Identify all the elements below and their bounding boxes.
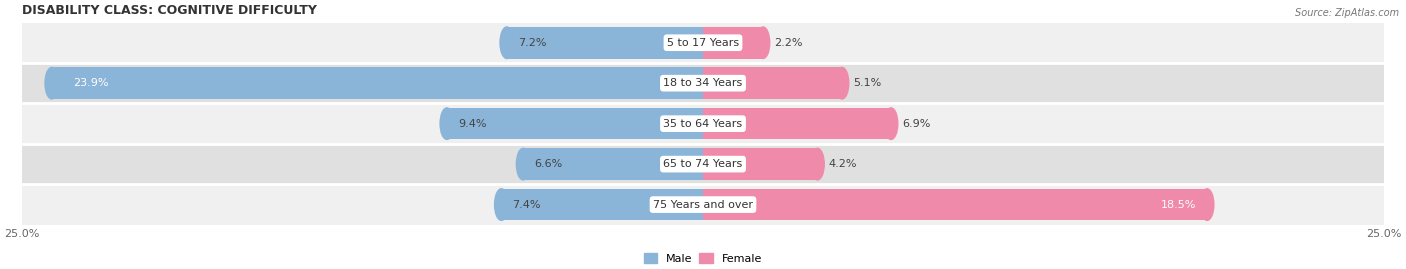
Text: 7.2%: 7.2% (517, 38, 546, 48)
Text: 5 to 17 Years: 5 to 17 Years (666, 38, 740, 48)
Ellipse shape (811, 148, 824, 180)
Bar (703, 68, 842, 99)
Text: 6.6%: 6.6% (534, 159, 562, 169)
Bar (447, 108, 703, 139)
Bar (703, 27, 763, 59)
Text: 9.4%: 9.4% (458, 119, 486, 129)
Bar (703, 189, 1206, 220)
Bar (703, 148, 817, 180)
Text: DISABILITY CLASS: COGNITIVE DIFFICULTY: DISABILITY CLASS: COGNITIVE DIFFICULTY (22, 4, 316, 17)
Bar (22, 23, 1384, 63)
Text: 6.9%: 6.9% (901, 119, 931, 129)
Text: 18 to 34 Years: 18 to 34 Years (664, 78, 742, 88)
Text: Source: ZipAtlas.com: Source: ZipAtlas.com (1295, 8, 1399, 18)
Text: 4.2%: 4.2% (828, 159, 856, 169)
Bar (502, 189, 703, 220)
Ellipse shape (45, 68, 59, 99)
Text: 23.9%: 23.9% (73, 78, 110, 88)
Bar (22, 184, 1384, 225)
Ellipse shape (1201, 189, 1213, 220)
Bar (22, 144, 1384, 184)
Bar (523, 148, 703, 180)
Bar (703, 108, 891, 139)
Ellipse shape (516, 148, 530, 180)
Bar (506, 27, 703, 59)
Ellipse shape (756, 27, 769, 59)
Ellipse shape (495, 189, 508, 220)
Text: 5.1%: 5.1% (853, 78, 882, 88)
Text: 65 to 74 Years: 65 to 74 Years (664, 159, 742, 169)
Bar (22, 63, 1384, 103)
Text: 75 Years and over: 75 Years and over (652, 200, 754, 210)
Legend: Male, Female: Male, Female (644, 253, 762, 264)
Ellipse shape (835, 68, 849, 99)
Text: 35 to 64 Years: 35 to 64 Years (664, 119, 742, 129)
Ellipse shape (440, 108, 454, 139)
Text: 7.4%: 7.4% (512, 200, 541, 210)
Text: 18.5%: 18.5% (1161, 200, 1197, 210)
Bar (52, 68, 703, 99)
Ellipse shape (884, 108, 898, 139)
Ellipse shape (501, 27, 513, 59)
Bar (22, 103, 1384, 144)
Text: 2.2%: 2.2% (773, 38, 803, 48)
